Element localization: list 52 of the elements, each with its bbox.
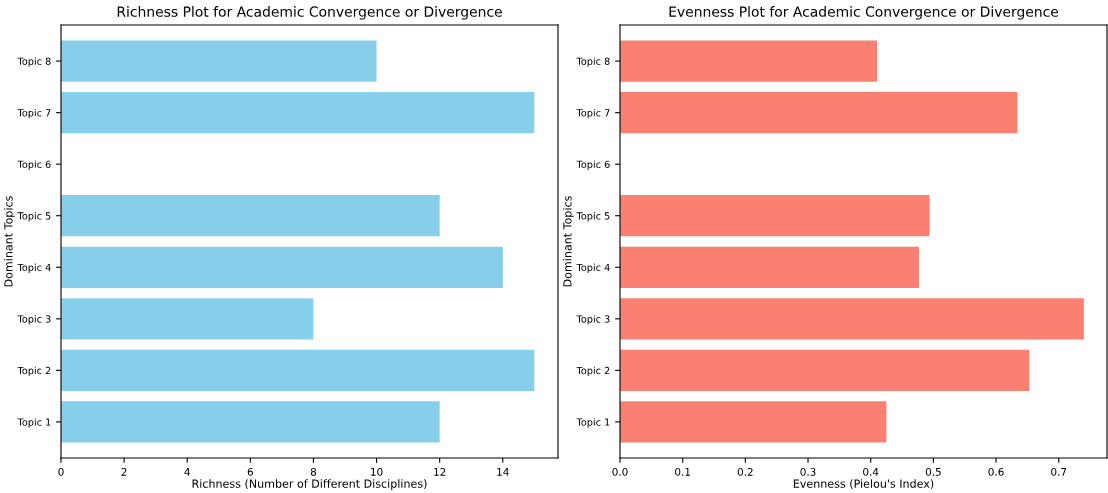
chart-title: Richness Plot for Academic Convergence or Divergence (117, 6, 502, 20)
x-axis-title: Richness (Number of Different Disciplines) (192, 479, 427, 490)
y-axis-title: Dominant Topics (4, 196, 15, 287)
y-axis-title: Dominant Topics (563, 196, 574, 287)
x-tick-label: 0 (58, 467, 64, 476)
bar (61, 246, 503, 288)
bar (61, 195, 440, 237)
y-tick-label: Topic 2 (576, 366, 610, 377)
y-tick-label: Topic 1 (576, 418, 610, 428)
y-tick-label: Topic 1 (17, 418, 51, 428)
x-tick-label: 10 (371, 467, 383, 476)
bar (61, 298, 314, 340)
x-tick-label: 0.3 (800, 467, 816, 476)
x-tick-label: 0.5 (925, 467, 941, 476)
x-tick-label: 6 (247, 467, 253, 476)
y-tick-label: Topic 4 (17, 263, 51, 273)
y-tick-label: Topic 7 (17, 108, 51, 119)
bar (61, 401, 440, 443)
bar (620, 401, 887, 443)
x-tick-label: 2 (121, 467, 127, 476)
x-tick-label: 14 (497, 468, 509, 476)
y-tick-label: Topic 7 (576, 108, 610, 119)
bar (620, 246, 919, 288)
y-tick-label: Topic 8 (17, 57, 51, 67)
y-tick-label: Topic 6 (17, 160, 51, 170)
y-tick-label: Topic 3 (17, 315, 51, 325)
x-tick-label: 0.2 (737, 467, 753, 476)
bar (61, 349, 535, 391)
y-tick-label: Topic 3 (576, 315, 610, 325)
y-tick-label: Topic 2 (17, 366, 51, 377)
x-tick-label: 4 (184, 468, 190, 476)
x-axis-title: Evenness (Pielou's Index) (793, 479, 934, 490)
x-tick-label: 0.0 (612, 467, 628, 476)
y-tick-label: Topic 5 (576, 212, 610, 222)
x-tick-label: 0.4 (863, 467, 879, 476)
x-tick-label: 8 (310, 467, 317, 476)
y-tick-label: Topic 6 (576, 160, 610, 170)
y-tick-label: Topic 8 (576, 57, 610, 67)
x-tick-label: 0.6 (988, 467, 1004, 476)
bar (620, 298, 1084, 340)
x-tick-label: 0.7 (1051, 467, 1067, 476)
bar (61, 40, 377, 82)
bar (620, 195, 930, 237)
bar (620, 40, 877, 82)
bar (620, 92, 1018, 134)
x-tick-label: 0.1 (675, 467, 690, 476)
chart-title: Evenness Plot for Academic Convergence or Divergence (669, 6, 1059, 20)
y-tick-label: Topic 4 (576, 263, 610, 273)
x-tick-label: 12 (434, 467, 446, 476)
bar (61, 92, 535, 134)
y-tick-label: Topic 5 (17, 212, 51, 222)
bar (620, 349, 1030, 391)
